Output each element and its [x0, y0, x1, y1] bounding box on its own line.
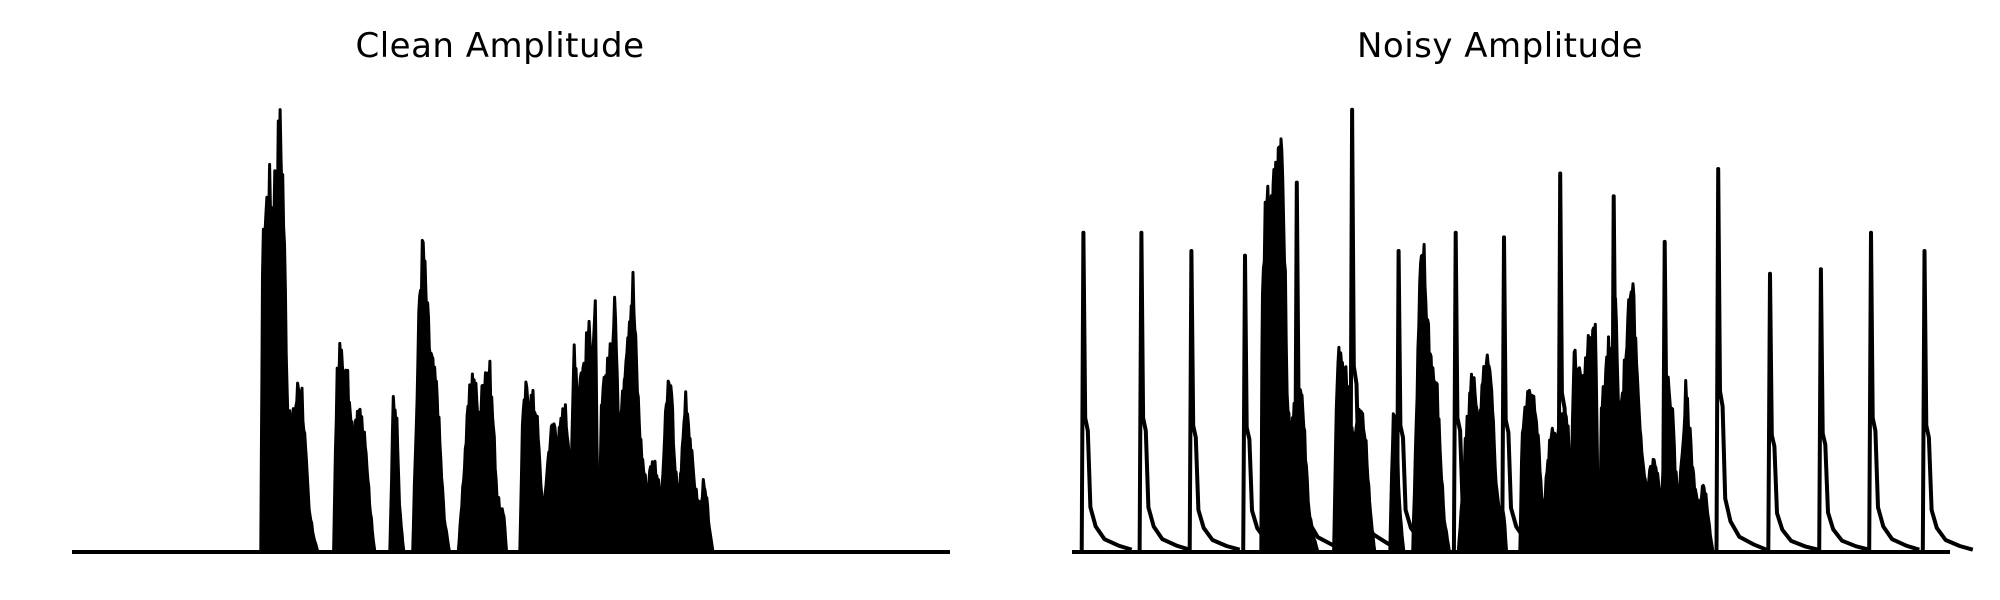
noisy-amplitude-chart: [1072, 107, 1974, 554]
noise-spike-17: [1920, 249, 1974, 553]
clean-amplitude-title: Clean Amplitude: [355, 26, 645, 66]
amplitude-burst-1: [1259, 137, 1320, 554]
noise-spike-9: [1500, 235, 1553, 553]
amplitude-burst-1: [259, 108, 320, 554]
noise-spike-14: [1766, 271, 1819, 553]
amplitude-burst-7: [1597, 282, 1715, 554]
noise-spike-7: [1394, 249, 1448, 553]
noise-spike-12: [1660, 239, 1714, 553]
amplitude-burst-5: [456, 359, 509, 554]
noise-spike-1: [1079, 230, 1133, 553]
noise-spike-10: [1556, 171, 1610, 553]
amplitude-burst-6: [518, 299, 601, 554]
noise-spike-2: [1137, 230, 1191, 553]
amplitude-burst-5: [1456, 353, 1509, 554]
noisy-amplitude-panel: Noisy Amplitude: [1000, 0, 2000, 600]
amplitude-burst-4: [1411, 242, 1451, 554]
noise-spike-15: [1817, 267, 1870, 553]
clean-amplitude-panel: Clean Amplitude: [72, 26, 950, 554]
amplitude-burst-3: [388, 395, 406, 554]
noisy-amplitude-title: Noisy Amplitude: [1356, 26, 1644, 66]
noise-spike-3: [1187, 249, 1241, 553]
amplitude-burst-4: [411, 238, 451, 554]
clean-amplitude-chart: [72, 108, 950, 554]
noise-spike-11: [1610, 194, 1663, 553]
amplitude-burst-2: [332, 341, 377, 554]
noise-spike-8: [1451, 230, 1505, 553]
amplitude-burst-7: [597, 270, 715, 554]
noise-spike-13: [1714, 167, 1768, 553]
noise-spike-4: [1241, 253, 1294, 553]
noise-spike-16: [1867, 230, 1920, 553]
amplitude-burst-2: [1332, 345, 1377, 554]
noise-spike-5: [1293, 180, 1346, 553]
noise-spike-6: [1348, 107, 1402, 553]
